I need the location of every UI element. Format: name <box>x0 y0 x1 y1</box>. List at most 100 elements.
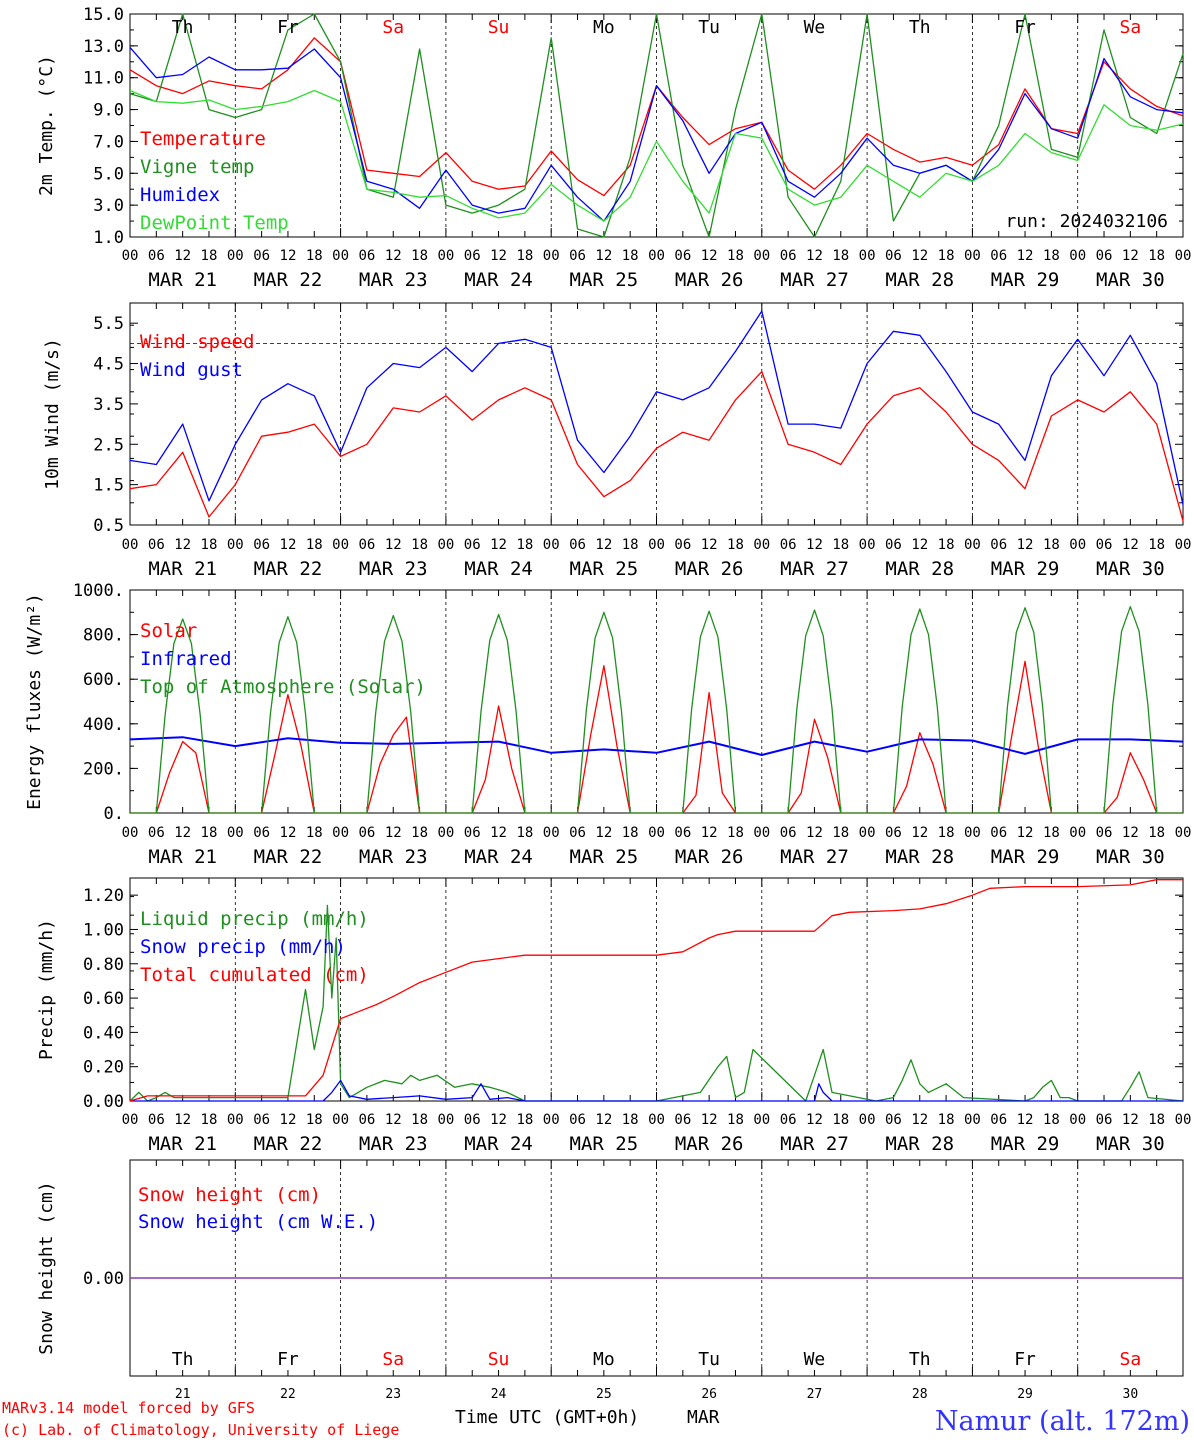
hour-label: 12 <box>806 825 823 841</box>
hour-label: 18 <box>1043 248 1060 264</box>
weekday-label: Sa <box>382 1349 404 1370</box>
hour-label: 06 <box>148 1112 165 1128</box>
hour-label: 12 <box>385 248 402 264</box>
hour-label: 18 <box>1043 825 1060 841</box>
panel-4: 0.00 0.20 0.40 0.60 0.80 1.00 1.20 Precip (mm/h… <box>36 877 1191 1155</box>
hour-label: 18 <box>1148 537 1165 553</box>
date-label: MAR 22 <box>254 558 323 580</box>
y-tick-label: 9.0 <box>93 101 124 121</box>
date-label: MAR 28 <box>885 269 954 291</box>
hour-label: 00 <box>543 1112 560 1128</box>
weekday-label: Th <box>909 1349 931 1370</box>
hour-label: 12 <box>1122 537 1139 553</box>
y-tick-label: 1.0 <box>93 228 124 248</box>
hour-label: 18 <box>1043 537 1060 553</box>
y-tick-label: 0.5 <box>93 516 124 536</box>
hour-label: 06 <box>1096 537 1113 553</box>
hour-label: 00 <box>543 537 560 553</box>
legend-temperature: Temperature <box>140 128 266 150</box>
y-tick-label: 3.0 <box>93 196 124 216</box>
hour-label: 06 <box>358 248 375 264</box>
day-number-label: 28 <box>912 1387 928 1402</box>
hour-label: 06 <box>885 825 902 841</box>
weekday-label: Tu <box>698 1349 720 1370</box>
weekday-label: Mo <box>593 1349 615 1370</box>
hour-label: 00 <box>227 1112 244 1128</box>
hour-label: 00 <box>1175 825 1192 841</box>
y-tick-label: 800. <box>83 626 124 646</box>
legend-snow-precip-mm-h-: Snow precip (mm/h) <box>140 936 346 958</box>
model-credit: MARv3.14 model forced by GFS <box>2 1399 255 1417</box>
y-tick-label: 1.00 <box>83 920 124 940</box>
hour-label: 12 <box>174 248 191 264</box>
hour-label: 12 <box>595 537 612 553</box>
hour-label: 06 <box>780 537 797 553</box>
hour-label: 06 <box>569 825 586 841</box>
weekday-label: Sa <box>1120 17 1142 38</box>
hour-label: 18 <box>832 248 849 264</box>
y-tick-label: 1000. <box>73 581 124 601</box>
hour-label: 18 <box>306 1112 323 1128</box>
hour-label: 18 <box>306 825 323 841</box>
date-label: MAR 26 <box>675 1133 744 1155</box>
day-number-label: 30 <box>1123 1387 1139 1402</box>
weekday-label: Th <box>172 1349 194 1370</box>
day-number-label: 26 <box>701 1387 717 1402</box>
hour-label: 18 <box>516 537 533 553</box>
hour-label: 00 <box>648 825 665 841</box>
hour-label: 18 <box>938 825 955 841</box>
hour-label: 18 <box>411 537 428 553</box>
legend-humidex: Humidex <box>140 184 220 206</box>
weekday-label: Fr <box>1014 17 1036 38</box>
y-tick-label: 200. <box>83 759 124 779</box>
hour-label: 12 <box>280 537 297 553</box>
weekday-label: Th <box>172 17 194 38</box>
legend-dewpoint-temp: DewPoint Temp <box>140 212 289 234</box>
weekday-label: We <box>804 1349 826 1370</box>
hour-label: 00 <box>437 1112 454 1128</box>
date-label: MAR 24 <box>464 1133 533 1155</box>
hour-label: 06 <box>148 537 165 553</box>
legend-liquid-precip-mm-h-: Liquid precip (mm/h) <box>140 908 369 930</box>
legend-snow-height-cm-: Snow height (cm) <box>138 1184 321 1206</box>
hour-label: 12 <box>595 1112 612 1128</box>
date-label: MAR 28 <box>885 558 954 580</box>
date-label: MAR 24 <box>464 269 533 291</box>
hour-label: 18 <box>1043 1112 1060 1128</box>
weekday-label: Sa <box>382 17 404 38</box>
y-tick-label: 0.40 <box>83 1023 124 1043</box>
date-label: MAR 25 <box>570 1133 639 1155</box>
legend-total-cumulated-cm-: Total cumulated (cm) <box>140 964 369 986</box>
hour-label: 00 <box>859 248 876 264</box>
hour-label: 18 <box>201 1112 218 1128</box>
weekday-label: Fr <box>277 1349 299 1370</box>
y-tick-label: 4.5 <box>93 355 124 375</box>
date-label: MAR 30 <box>1096 269 1165 291</box>
hour-label: 12 <box>1017 248 1034 264</box>
hour-label: 12 <box>911 825 928 841</box>
hour-label: 06 <box>674 537 691 553</box>
hour-label: 00 <box>543 248 560 264</box>
weekday-label: Fr <box>1014 1349 1036 1370</box>
date-label: MAR 21 <box>148 1133 217 1155</box>
hour-label: 18 <box>411 1112 428 1128</box>
hour-label: 06 <box>464 1112 481 1128</box>
date-label: MAR 29 <box>991 1133 1060 1155</box>
hour-label: 06 <box>253 248 270 264</box>
date-label: MAR 26 <box>675 558 744 580</box>
hour-label: 00 <box>1069 248 1086 264</box>
hour-label: 06 <box>253 1112 270 1128</box>
hour-label: 12 <box>911 1112 928 1128</box>
hour-label: 06 <box>148 825 165 841</box>
hour-label: 00 <box>1175 537 1192 553</box>
hour-label: 12 <box>911 248 928 264</box>
y-axis-label: 10m Wind (m/s) <box>42 338 63 490</box>
hour-label: 00 <box>122 537 139 553</box>
hour-label: 00 <box>859 825 876 841</box>
hour-label: 06 <box>780 248 797 264</box>
hour-label: 18 <box>622 1112 639 1128</box>
hour-label: 18 <box>1148 1112 1165 1128</box>
hour-label: 18 <box>622 825 639 841</box>
legend-top-of-atmosphere-solar-: Top of Atmosphere (Solar) <box>140 676 426 698</box>
